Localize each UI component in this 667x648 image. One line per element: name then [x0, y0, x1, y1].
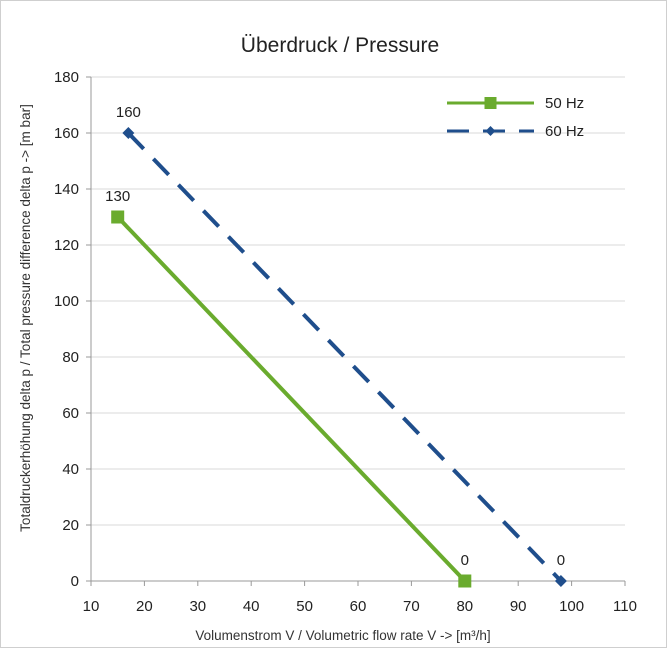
- data-label: 130: [105, 188, 130, 205]
- data-label: 0: [461, 552, 469, 569]
- x-tick-label: 110: [613, 598, 637, 615]
- y-tick-label: 160: [54, 125, 79, 142]
- series-line: [126, 131, 563, 583]
- x-tick-label: 70: [403, 598, 420, 615]
- y-tick-label: 120: [54, 237, 79, 254]
- data-point: [458, 574, 472, 588]
- legend-marker: [484, 97, 497, 109]
- legend-label: 60 Hz: [545, 123, 584, 140]
- y-tick-label: 40: [62, 461, 79, 478]
- x-tick-label: 80: [456, 598, 473, 615]
- y-tick-label: 60: [62, 405, 79, 422]
- legend-marker: [485, 126, 496, 136]
- y-tick-label: 100: [54, 293, 79, 310]
- y-tick-label: 80: [62, 349, 79, 366]
- grid: [91, 76, 625, 526]
- x-tick-label: 60: [350, 598, 367, 615]
- data-point: [554, 575, 567, 587]
- y-tick-labels: 0 20 40 60 80 100 120 140 160 180: [54, 69, 91, 590]
- data-label: 0: [557, 552, 565, 569]
- y-tick-label: 20: [62, 517, 79, 534]
- x-tick-label: 30: [189, 598, 206, 615]
- data-label: 160: [116, 104, 141, 121]
- x-tick-labels: 10 20 30 40 50 60 70 80 90 100 110: [83, 581, 637, 615]
- y-tick-label: 0: [71, 573, 79, 590]
- legend: 50 Hz 60 Hz: [447, 95, 584, 140]
- x-axis-label: Volumenstrom V / Volumetric flow rate V …: [195, 628, 490, 643]
- x-tick-label: 50: [296, 598, 313, 615]
- series-line: [116, 215, 467, 583]
- axes: [90, 77, 625, 582]
- x-tick-label: 10: [83, 598, 100, 615]
- data-point: [111, 210, 125, 224]
- x-tick-label: 40: [243, 598, 260, 615]
- legend-label: 50 Hz: [545, 95, 584, 112]
- data-point: [122, 127, 135, 139]
- x-tick-label: 100: [559, 598, 584, 615]
- x-tick-label: 90: [510, 598, 527, 615]
- x-tick-label: 20: [136, 598, 153, 615]
- chart-title: Überdruck / Pressure: [241, 34, 439, 57]
- y-axis-label: Totaldruckerhöhung delta p / Total press…: [18, 104, 33, 532]
- y-tick-label: 180: [54, 69, 79, 86]
- series-50-hz: 130 0: [105, 188, 472, 588]
- y-tick-label: 140: [54, 181, 79, 198]
